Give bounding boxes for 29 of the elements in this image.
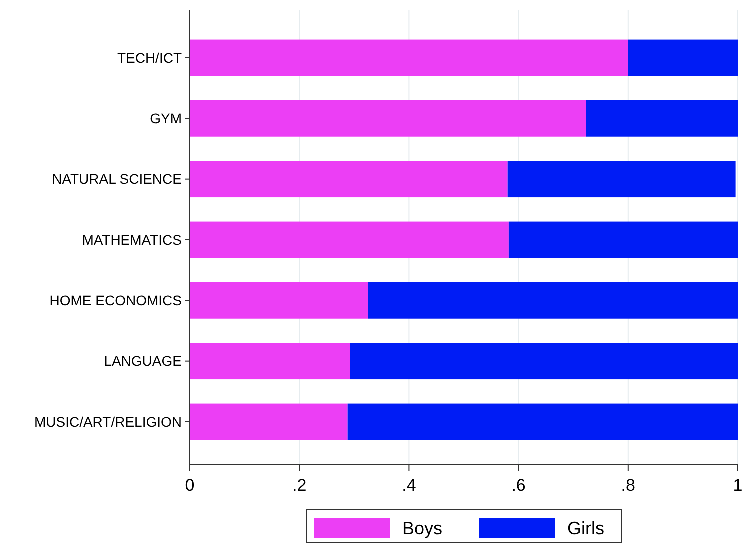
x-tick-label: .4: [402, 476, 416, 495]
bar: [586, 100, 738, 137]
x-tick-label: .8: [621, 476, 636, 495]
bar: [190, 100, 586, 137]
y-tick-label: HOME ECONOMICS: [50, 292, 182, 309]
bar: [190, 282, 368, 319]
bar: [350, 343, 738, 380]
bar: [508, 222, 738, 258]
y-tick-label: GYM: [150, 110, 182, 127]
y-tick-label: MATHEMATICS: [82, 232, 182, 248]
bar: [190, 404, 348, 440]
x-tick-label: 0: [185, 476, 195, 495]
bar: [190, 40, 628, 76]
y-tick-label: MUSIC/ART/RELIGION: [34, 414, 182, 430]
bar: [190, 222, 509, 258]
bar: [508, 161, 736, 198]
bar: [190, 161, 508, 198]
x-tick-label: 1: [733, 476, 743, 495]
x-tick-label: .2: [292, 476, 307, 495]
bar: [368, 282, 738, 319]
bar: [190, 343, 350, 380]
legend-label: Girls: [568, 518, 604, 538]
y-tick-label: NATURAL SCIENCE: [52, 171, 182, 188]
legend-label: Boys: [402, 518, 443, 538]
bar: [348, 404, 738, 440]
y-tick-label: TECH/ICT: [117, 50, 182, 66]
y-tick-label: LANGUAGE: [104, 353, 182, 370]
x-tick-label: .6: [512, 476, 526, 495]
bar: [628, 40, 738, 76]
